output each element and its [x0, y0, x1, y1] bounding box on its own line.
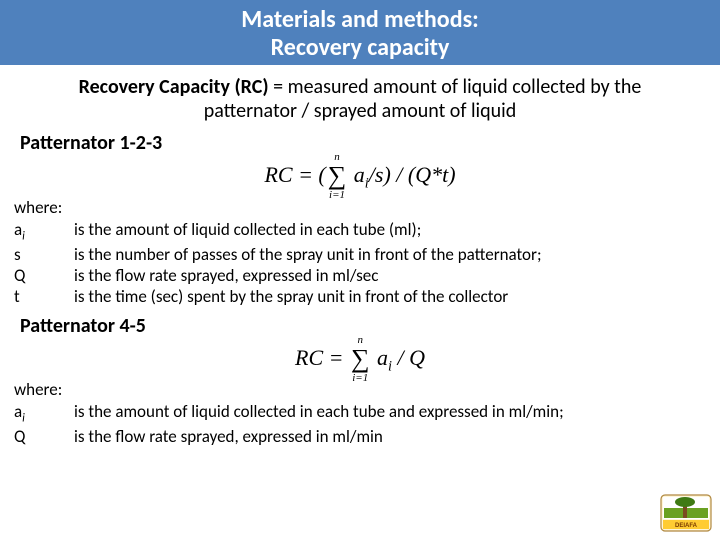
- formula-2-wrap: RC = ∑ni=1 ai / Q: [0, 344, 720, 375]
- where-desc: is the number of passes of the spray uni…: [74, 244, 720, 265]
- section-2-label: Patternator 4-5: [20, 314, 720, 338]
- where-label-1: where:: [14, 197, 720, 218]
- where-symbol: Q: [14, 265, 74, 286]
- where-row: t is the time (sec) spent by the spray u…: [14, 286, 720, 307]
- where-desc: is the amount of liquid collected in eac…: [74, 219, 720, 244]
- where-symbol: Q: [14, 426, 74, 447]
- formula-2-lhs: RC =: [295, 345, 349, 370]
- formula-1-lhs: RC = (: [264, 162, 325, 187]
- where-desc: is the amount of liquid collected in eac…: [74, 401, 720, 426]
- where-row: Q is the flow rate sprayed, expressed in…: [14, 426, 720, 447]
- where-row: Q is the flow rate sprayed, expressed in…: [14, 265, 720, 286]
- where-desc: is the time (sec) spent by the spray uni…: [74, 286, 720, 307]
- rc-definition-rest: = measured amount of liquid collected by…: [204, 75, 642, 123]
- where-symbol: s: [14, 244, 74, 265]
- formula-2: RC = ∑ni=1 ai / Q: [295, 345, 425, 370]
- formula-1-wrap: RC = (∑ni=1 ai/s) / (Q*t): [0, 161, 720, 192]
- section-1-label: Patternator 1-2-3: [20, 131, 720, 155]
- sigma-icon: ∑ni=1: [351, 344, 370, 374]
- sigma-icon: ∑ni=1: [328, 161, 347, 191]
- where-row: s is the number of passes of the spray u…: [14, 244, 720, 265]
- title-line-1: Materials and methods:: [0, 6, 720, 34]
- formula-1-mid1: a: [348, 162, 365, 187]
- where-desc: is the flow rate sprayed, expressed in m…: [74, 426, 720, 447]
- where-row: ai is the amount of liquid collected in …: [14, 401, 720, 426]
- rc-definition: Recovery Capacity (RC) = measured amount…: [40, 75, 680, 123]
- where-symbol: t: [14, 286, 74, 307]
- rc-term: Recovery Capacity (RC): [79, 75, 269, 99]
- sigma-upper: n: [357, 334, 363, 346]
- sigma-lower: i=1: [352, 372, 368, 384]
- formula-2-mid1: a: [372, 345, 389, 370]
- logo-text: DEIAFA: [675, 523, 698, 529]
- sigma-upper: n: [334, 151, 340, 163]
- where-symbol: ai: [14, 401, 74, 426]
- deiafa-logo-icon: DEIAFA: [660, 494, 712, 532]
- where-block-1: where: ai is the amount of liquid collec…: [14, 197, 720, 308]
- where-row: ai is the amount of liquid collected in …: [14, 219, 720, 244]
- formula-1-mid2: /s) / (Q*t): [369, 162, 456, 187]
- title-banner: Materials and methods: Recovery capacity: [0, 0, 720, 65]
- formula-1: RC = (∑ni=1 ai/s) / (Q*t): [264, 162, 455, 187]
- where-block-2: where: ai is the amount of liquid collec…: [14, 379, 720, 448]
- where-desc: is the flow rate sprayed, expressed in m…: [74, 265, 720, 286]
- sigma-lower: i=1: [329, 189, 345, 201]
- title-line-2: Recovery capacity: [0, 34, 720, 62]
- where-symbol: ai: [14, 219, 74, 244]
- formula-2-mid2: / Q: [392, 345, 425, 370]
